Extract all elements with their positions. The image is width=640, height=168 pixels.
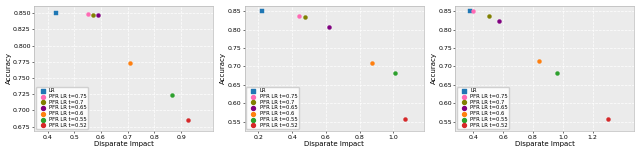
PFR LR t=0.52 xyxy=(182,119,193,121)
Y-axis label: Accuracy: Accuracy xyxy=(6,52,12,84)
PFR LR t=0.75 xyxy=(83,13,93,15)
Legend: LR, PFR LR t=0.75, PFR LR t=0.7, PFR LR t=0.65, PFR LR t=0.6, PFR LR t=0.55, PFR: LR, PFR LR t=0.75, PFR LR t=0.7, PFR LR … xyxy=(457,87,509,130)
PFR LR t=0.52 xyxy=(400,118,410,120)
LR xyxy=(257,9,267,12)
PFR LR t=0.55 xyxy=(166,93,177,96)
PFR LR t=0.65 xyxy=(324,26,334,28)
PFR LR t=0.55 xyxy=(552,71,562,74)
PFR LR t=0.7 xyxy=(300,15,310,18)
PFR LR t=0.7 xyxy=(484,15,494,18)
X-axis label: Disparate Impact: Disparate Impact xyxy=(93,141,154,147)
PFR LR t=0.7 xyxy=(88,13,98,16)
PFR LR t=0.55 xyxy=(390,71,400,74)
PFR LR t=0.6 xyxy=(534,60,544,63)
Legend: LR, PFR LR t=0.75, PFR LR t=0.7, PFR LR t=0.65, PFR LR t=0.6, PFR LR t=0.55, PFR: LR, PFR LR t=0.75, PFR LR t=0.7, PFR LR … xyxy=(36,87,88,130)
PFR LR t=0.6 xyxy=(367,61,378,64)
PFR LR t=0.65 xyxy=(494,20,504,23)
PFR LR t=0.75 xyxy=(294,15,304,18)
LR xyxy=(51,12,61,15)
LR xyxy=(465,9,475,12)
PFR LR t=0.52 xyxy=(602,118,612,120)
X-axis label: Disparate Impact: Disparate Impact xyxy=(305,141,364,147)
Y-axis label: Accuracy: Accuracy xyxy=(220,52,226,84)
X-axis label: Disparate Impact: Disparate Impact xyxy=(515,141,575,147)
PFR LR t=0.6 xyxy=(125,62,136,65)
PFR LR t=0.75 xyxy=(467,9,477,12)
Legend: LR, PFR LR t=0.75, PFR LR t=0.7, PFR LR t=0.65, PFR LR t=0.6, PFR LR t=0.55, PFR: LR, PFR LR t=0.75, PFR LR t=0.7, PFR LR … xyxy=(246,87,299,130)
Y-axis label: Accuracy: Accuracy xyxy=(431,52,436,84)
PFR LR t=0.65 xyxy=(93,13,104,16)
